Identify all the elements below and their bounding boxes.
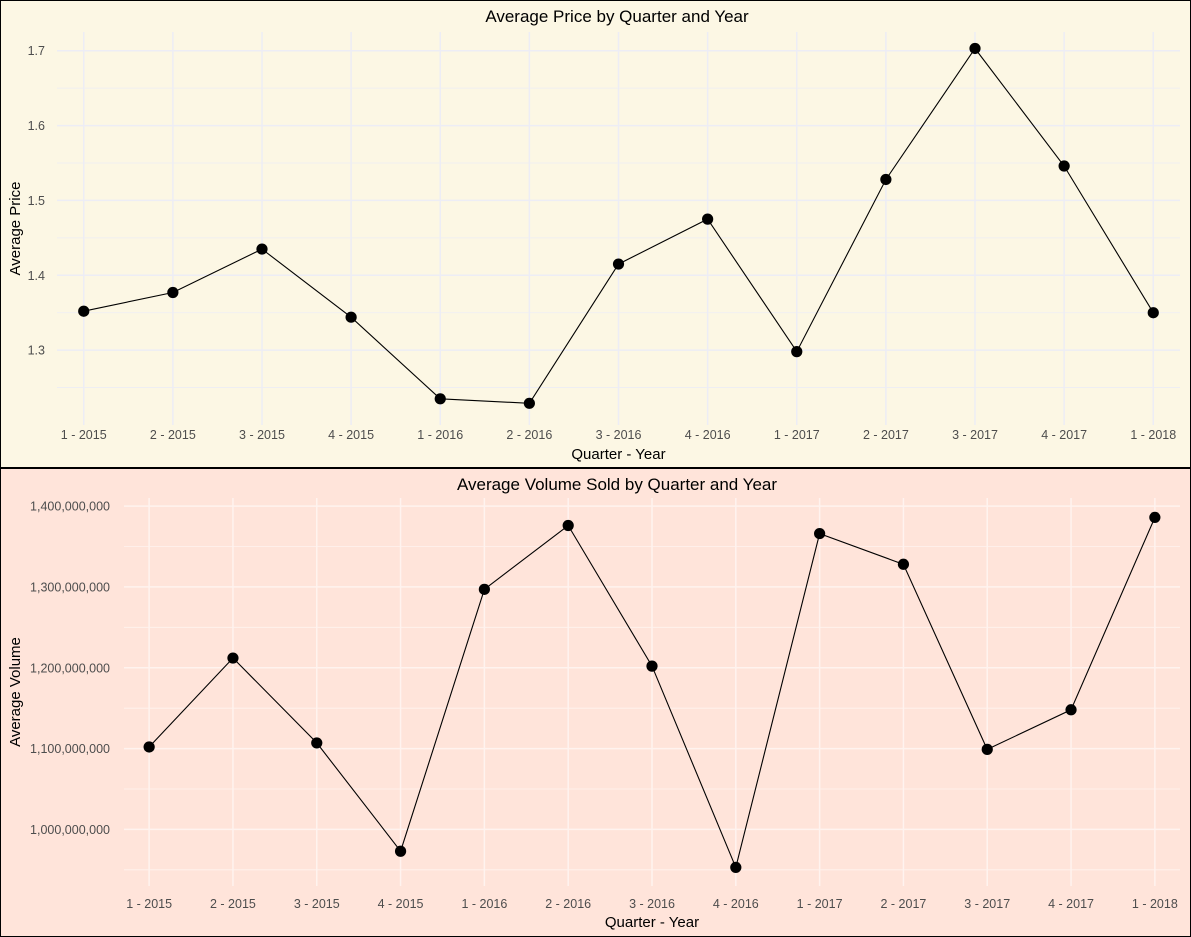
x-tick-label: 4 - 2017 [1048, 897, 1094, 911]
volume-chart-y-tick-labels: 1,000,000,000 1,100,000,000 1,200,000,000 1… [30, 500, 110, 837]
data-point [434, 393, 446, 405]
x-tick-label: 4 - 2015 [378, 897, 424, 911]
price-chart-x-tick-labels: 1 - 2015 2 - 2015 3 - 2015 4 - 2015 1 - 2016… [61, 428, 1176, 442]
data-point [256, 243, 268, 255]
price-chart-y-axis-title: Average Price [7, 182, 24, 276]
data-point [702, 213, 714, 225]
data-point [897, 558, 910, 570]
data-point [311, 737, 323, 749]
data-point [167, 286, 179, 299]
x-tick-label: 2 - 2017 [880, 897, 926, 911]
x-tick-label: 2 - 2017 [863, 428, 909, 442]
data-point [562, 519, 574, 532]
y-tick-label: 1,300,000,000 [30, 580, 110, 594]
data-point [814, 527, 826, 540]
x-tick-label: 3 - 2017 [952, 428, 998, 442]
price-chart-series [78, 42, 1159, 409]
volume-chart-y-axis-title: Average Volume [7, 637, 24, 747]
y-tick-label: 1,100,000,000 [30, 742, 110, 756]
volume-chart-title: Average Volume Sold by Quarter and Year [457, 475, 777, 494]
x-tick-label: 3 - 2017 [964, 897, 1010, 911]
data-point [969, 42, 981, 55]
data-point [394, 845, 407, 857]
data-point [523, 397, 535, 409]
data-point [345, 311, 357, 323]
x-tick-label: 1 - 2017 [797, 897, 843, 911]
price-chart-background [0, 0, 1191, 468]
y-tick-label: 1,200,000,000 [30, 661, 110, 675]
volume-chart-background [0, 468, 1191, 937]
data-point [227, 652, 239, 664]
data-point [478, 583, 490, 595]
data-point [143, 741, 155, 753]
x-tick-label: 1 - 2015 [126, 897, 172, 911]
x-tick-label: 3 - 2016 [596, 428, 642, 442]
x-tick-label: 1 - 2018 [1132, 897, 1178, 911]
price-chart: 1.3 1.4 1.5 1.6 1.7 1 - 2015 2 - 2015 3 - 2015… [0, 0, 1191, 468]
data-point [1149, 511, 1161, 523]
data-point [1058, 160, 1070, 172]
volume-chart-x-tick-labels: 1 - 2015 2 - 2015 3 - 2015 4 - 2015 1 - 2016… [126, 897, 1178, 911]
x-tick-label: 2 - 2016 [545, 897, 591, 911]
x-tick-label: 3 - 2015 [294, 897, 340, 911]
x-tick-label: 1 - 2018 [1130, 428, 1176, 442]
y-tick-label: 1,000,000,000 [30, 823, 110, 837]
y-tick-label: 1.4 [28, 269, 45, 283]
price-chart-grid [57, 32, 1180, 425]
x-tick-label: 2 - 2015 [210, 897, 256, 911]
x-tick-label: 4 - 2017 [1041, 428, 1087, 442]
x-tick-label: 1 - 2016 [417, 428, 463, 442]
data-point [612, 258, 625, 270]
x-tick-label: 4 - 2016 [713, 897, 759, 911]
data-point [78, 305, 90, 317]
data-point [646, 660, 658, 672]
price-chart-title: Average Price by Quarter and Year [485, 7, 749, 26]
volume-chart: 1,000,000,000 1,100,000,000 1,200,000,000 1… [0, 468, 1191, 937]
y-tick-label: 1.7 [28, 44, 45, 58]
x-tick-label: 4 - 2015 [328, 428, 374, 442]
x-tick-label: 2 - 2015 [150, 428, 196, 442]
y-tick-label: 1.5 [28, 194, 45, 208]
price-chart-y-tick-labels: 1.3 1.4 1.5 1.6 1.7 [28, 44, 45, 357]
x-tick-label: 1 - 2015 [61, 428, 107, 442]
volume-chart-series [143, 511, 1161, 874]
x-tick-label: 1 - 2016 [461, 897, 507, 911]
x-tick-label: 3 - 2015 [239, 428, 285, 442]
volume-chart-x-axis-title: Quarter - Year [605, 914, 699, 931]
data-point [1147, 307, 1159, 319]
data-point [730, 861, 742, 874]
price-chart-x-axis-title: Quarter - Year [571, 446, 665, 463]
x-tick-label: 3 - 2016 [629, 897, 675, 911]
data-point [1065, 704, 1077, 716]
data-point [791, 346, 803, 358]
volume-chart-grid [124, 498, 1180, 886]
y-tick-label: 1,400,000,000 [30, 500, 110, 514]
y-tick-label: 1.6 [28, 119, 45, 133]
x-tick-label: 2 - 2016 [506, 428, 552, 442]
x-tick-label: 4 - 2016 [685, 428, 731, 442]
x-tick-label: 1 - 2017 [774, 428, 820, 442]
data-point [981, 743, 993, 755]
y-tick-label: 1.3 [28, 344, 45, 358]
data-point [880, 173, 892, 186]
